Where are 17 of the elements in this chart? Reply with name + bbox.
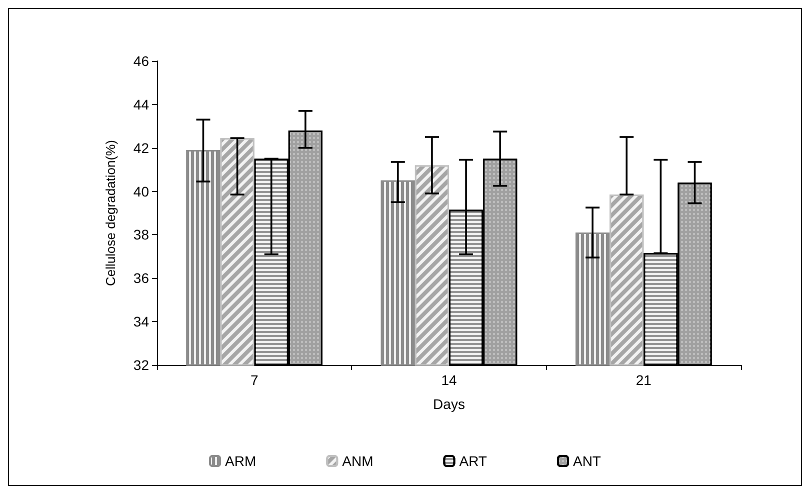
y-tick-label: 36 (133, 270, 150, 286)
x-tick-label: 7 (250, 372, 258, 388)
legend-label: ART (459, 453, 488, 469)
y-tick-label: 44 (133, 96, 150, 112)
y-tick-label: 32 (133, 357, 150, 373)
x-tick-label: 14 (441, 372, 457, 388)
x-axis-title: Days (433, 396, 465, 412)
y-tick-label: 42 (133, 140, 150, 156)
y-tick-label: 38 (133, 226, 150, 243)
legend-label: ANM (342, 453, 374, 469)
y-tick-label: 46 (133, 53, 150, 69)
legend-label: ANT (572, 453, 602, 469)
legend-label: ARM (225, 453, 256, 469)
y-axis-title: Cellulose degradation(%) (103, 140, 118, 286)
y-tick-label: 40 (133, 183, 150, 200)
y-tick-label: 34 (133, 314, 150, 330)
x-tick-label: 21 (636, 372, 652, 388)
